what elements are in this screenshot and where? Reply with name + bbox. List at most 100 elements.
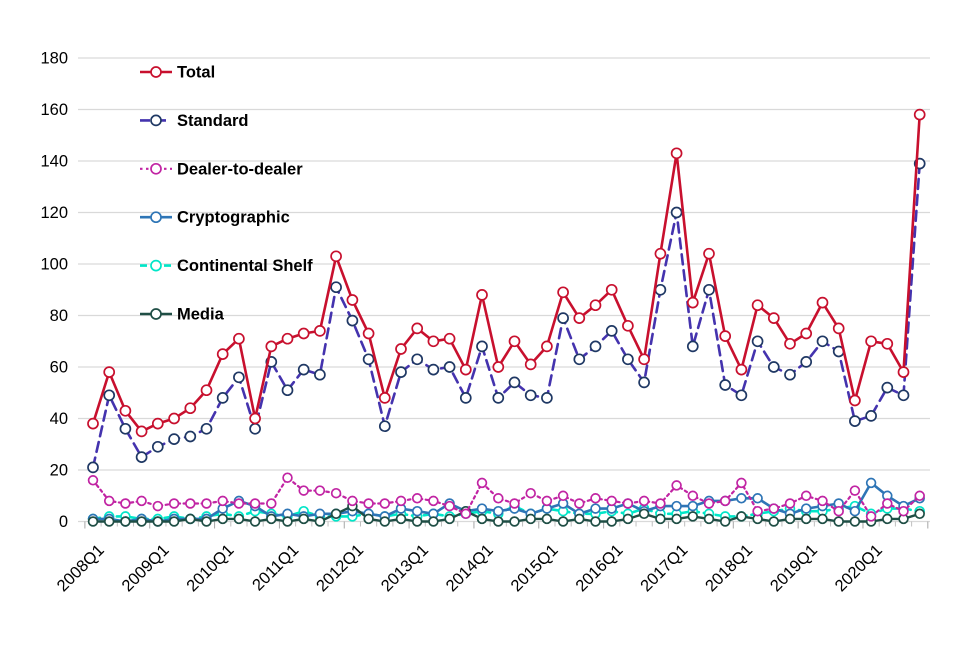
- data-point-standard-2013Q1: [411, 353, 424, 366]
- data-point-dealer-to-dealer-2020Q2: [882, 498, 893, 509]
- data-point-dealer-to-dealer-2008Q3: [120, 498, 131, 509]
- data-point-media-2009Q2: [168, 516, 180, 527]
- data-point-standard-2017Q3: [703, 283, 715, 296]
- data-point-media-2010Q2: [233, 513, 245, 525]
- data-point-standard-2009Q4: [200, 422, 213, 435]
- legend-item-cryptographic: Cryptographic: [140, 209, 290, 227]
- data-point-standard-2020Q3: [897, 389, 910, 402]
- data-point-dealer-to-dealer-2008Q1: [87, 475, 99, 486]
- data-point-dealer-to-dealer-2020Q3: [898, 505, 909, 517]
- data-point-media-2018Q4: [784, 513, 796, 525]
- data-point-total-2015Q1: [541, 340, 553, 353]
- data-point-total-2008Q3: [119, 404, 132, 417]
- series-line-cryptographic: [91, 481, 922, 523]
- data-point-standard-2020Q2: [881, 381, 894, 394]
- data-point-standard-2017Q4: [719, 379, 732, 391]
- data-point-media-2014Q4: [525, 513, 536, 525]
- legend-label-continental-shelf: Continental Shelf: [177, 257, 313, 275]
- data-point-total-2013Q1: [411, 322, 424, 335]
- data-point-total-2012Q1: [346, 294, 359, 306]
- data-point-standard-2008Q4: [135, 451, 148, 463]
- data-point-media-2011Q3: [314, 516, 326, 527]
- data-point-total-2017Q4: [719, 330, 732, 342]
- data-point-standard-2015Q4: [589, 340, 602, 353]
- legend-marker-continental-shelf: [150, 259, 162, 272]
- data-point-total-2012Q4: [395, 343, 407, 355]
- data-point-dealer-to-dealer-2015Q1: [541, 495, 553, 507]
- legend-marker-media: [150, 308, 162, 320]
- data-point-standard-2008Q2: [103, 389, 116, 402]
- data-point-media-2017Q1: [671, 513, 682, 525]
- data-point-dealer-to-dealer-2012Q1: [347, 495, 358, 507]
- data-point-standard-2010Q1: [216, 392, 229, 404]
- data-point-cryptographic-2017Q2: [687, 500, 699, 512]
- data-point-media-2016Q3: [638, 508, 650, 520]
- data-point-dealer-to-dealer-2010Q2: [233, 498, 245, 509]
- data-point-standard-2016Q4: [654, 283, 667, 296]
- data-point-standard-2013Q4: [459, 392, 472, 404]
- data-point-cryptographic-2019Q1: [800, 503, 812, 514]
- legend-item-dealer-to-dealer: Dealer-to-dealer: [140, 160, 303, 178]
- data-point-dealer-to-dealer-2009Q4: [201, 498, 212, 509]
- data-point-dealer-to-dealer-2010Q1: [217, 495, 228, 507]
- data-point-total-2016Q4: [654, 247, 667, 260]
- data-point-total-2013Q3: [443, 332, 456, 345]
- data-point-standard-2019Q4: [849, 415, 861, 427]
- data-point-total-2008Q2: [103, 366, 116, 378]
- data-point-total-2016Q3: [638, 353, 650, 366]
- data-point-media-2009Q3: [185, 513, 196, 525]
- data-point-media-2019Q4: [849, 516, 861, 527]
- y-axis-tick-label: 80: [50, 307, 68, 325]
- data-point-standard-2012Q3: [378, 420, 391, 433]
- data-point-total-2018Q3: [767, 312, 780, 324]
- data-point-standard-2009Q3: [184, 430, 197, 443]
- data-point-standard-2012Q1: [346, 314, 359, 327]
- data-point-dealer-to-dealer-2008Q4: [136, 495, 147, 507]
- series-line-standard: [91, 162, 922, 469]
- data-point-dealer-to-dealer-2018Q2: [752, 505, 763, 517]
- data-point-media-2011Q4: [330, 508, 342, 520]
- data-point-total-2010Q3: [249, 412, 261, 425]
- data-point-cryptographic-2018Q2: [752, 493, 763, 504]
- data-point-standard-2012Q4: [395, 366, 407, 378]
- data-point-media-2013Q3: [444, 513, 455, 525]
- data-point-media-2009Q1: [152, 516, 164, 527]
- data-point-media-2019Q1: [800, 513, 812, 525]
- data-point-total-2019Q4: [849, 394, 861, 407]
- data-point-total-2020Q2: [881, 337, 894, 350]
- data-point-dealer-to-dealer-2020Q1: [865, 511, 877, 522]
- data-point-standard-2017Q1: [670, 206, 683, 219]
- data-point-dealer-to-dealer-2017Q2: [687, 490, 699, 502]
- data-point-total-2018Q1: [735, 363, 748, 376]
- data-point-dealer-to-dealer-2014Q4: [525, 487, 536, 499]
- data-point-media-2014Q3: [509, 516, 520, 527]
- data-point-dealer-to-dealer-2015Q4: [590, 493, 601, 504]
- data-point-media-2008Q2: [103, 516, 115, 527]
- legend-label-standard: Standard: [177, 112, 249, 130]
- data-point-standard-2014Q1: [476, 340, 488, 353]
- data-point-dealer-to-dealer-2014Q3: [509, 498, 520, 509]
- data-point-standard-2011Q4: [330, 281, 342, 294]
- data-point-media-2015Q2: [557, 516, 569, 527]
- data-point-dealer-to-dealer-2009Q3: [185, 498, 196, 509]
- data-point-standard-2015Q3: [573, 353, 586, 366]
- data-point-media-2010Q1: [217, 513, 228, 525]
- data-point-cryptographic-2018Q1: [736, 493, 747, 504]
- data-point-total-2013Q2: [427, 335, 440, 348]
- y-axis-tick-label: 100: [40, 256, 68, 274]
- data-point-standard-2009Q2: [168, 433, 180, 445]
- data-point-media-2011Q2: [298, 513, 309, 525]
- data-point-dealer-to-dealer-2009Q2: [168, 498, 180, 509]
- legend-marker-total: [150, 66, 162, 78]
- data-point-standard-2017Q2: [686, 340, 699, 353]
- data-point-dealer-to-dealer-2018Q1: [736, 477, 747, 489]
- data-point-media-2019Q2: [817, 513, 828, 525]
- data-point-cryptographic-2013Q1: [411, 505, 423, 517]
- data-point-dealer-to-dealer-2013Q2: [428, 495, 439, 507]
- data-point-cryptographic-2020Q1: [865, 477, 877, 489]
- data-point-media-2018Q1: [736, 511, 747, 522]
- data-point-media-2014Q1: [476, 513, 488, 525]
